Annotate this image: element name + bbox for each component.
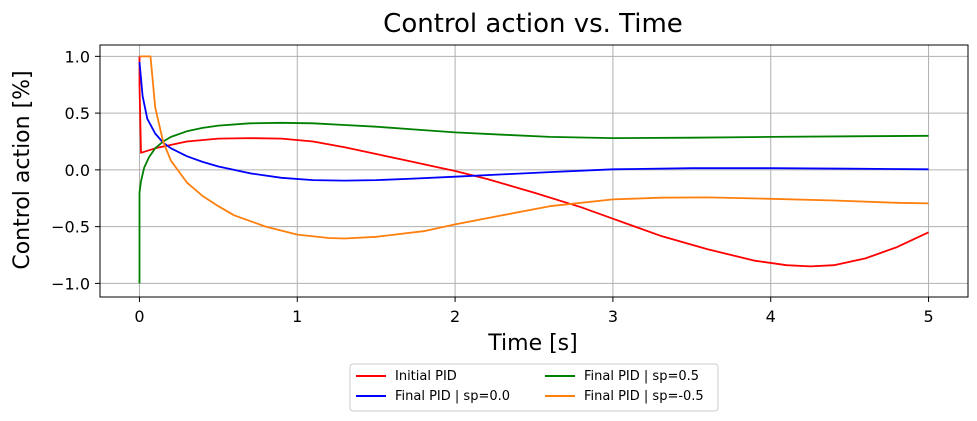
x-tick-label: 5 (923, 307, 933, 326)
series-line-4 (139, 55, 929, 240)
legend: Initial PID Final PID | sp=0.0 Final PID |… (349, 363, 719, 412)
legend-label: Initial PID (395, 369, 457, 384)
series-line-3 (138, 121, 929, 284)
legend-label: Final PID | sp=-0.5 (584, 389, 704, 404)
x-tick-label: 2 (450, 307, 460, 326)
y-tick-label: 1.0 (65, 47, 90, 66)
grid-lines (100, 45, 968, 297)
x-axis-label: Time [s] (487, 331, 577, 356)
y-tick-label: 0.5 (65, 104, 90, 123)
y-axis: −1.0 −0.5 0.0 0.5 1.0 (51, 47, 100, 293)
plot-area (99, 44, 969, 298)
y-tick-label: −0.5 (51, 218, 90, 237)
legend-label: Final PID | sp=0.5 (584, 369, 699, 384)
x-tick-label: 3 (608, 307, 618, 326)
series-line-2 (138, 61, 929, 182)
legend-frame (349, 363, 719, 412)
series-line-1 (138, 56, 929, 268)
chart-title: Control action vs. Time (383, 9, 683, 39)
x-tick-label: 4 (766, 307, 776, 326)
x-tick-label: 1 (292, 307, 302, 326)
y-axis-label: Control action [%] (10, 70, 35, 269)
legend-label: Final PID | sp=0.0 (395, 389, 510, 404)
series-lines (138, 55, 929, 284)
x-axis: 0 1 2 3 4 5 (134, 297, 934, 326)
x-tick-label: 0 (134, 307, 144, 326)
plot-frame (99, 44, 969, 298)
y-tick-label: −1.0 (51, 274, 90, 293)
y-tick-label: 0.0 (65, 161, 90, 180)
plot-background (100, 45, 968, 297)
